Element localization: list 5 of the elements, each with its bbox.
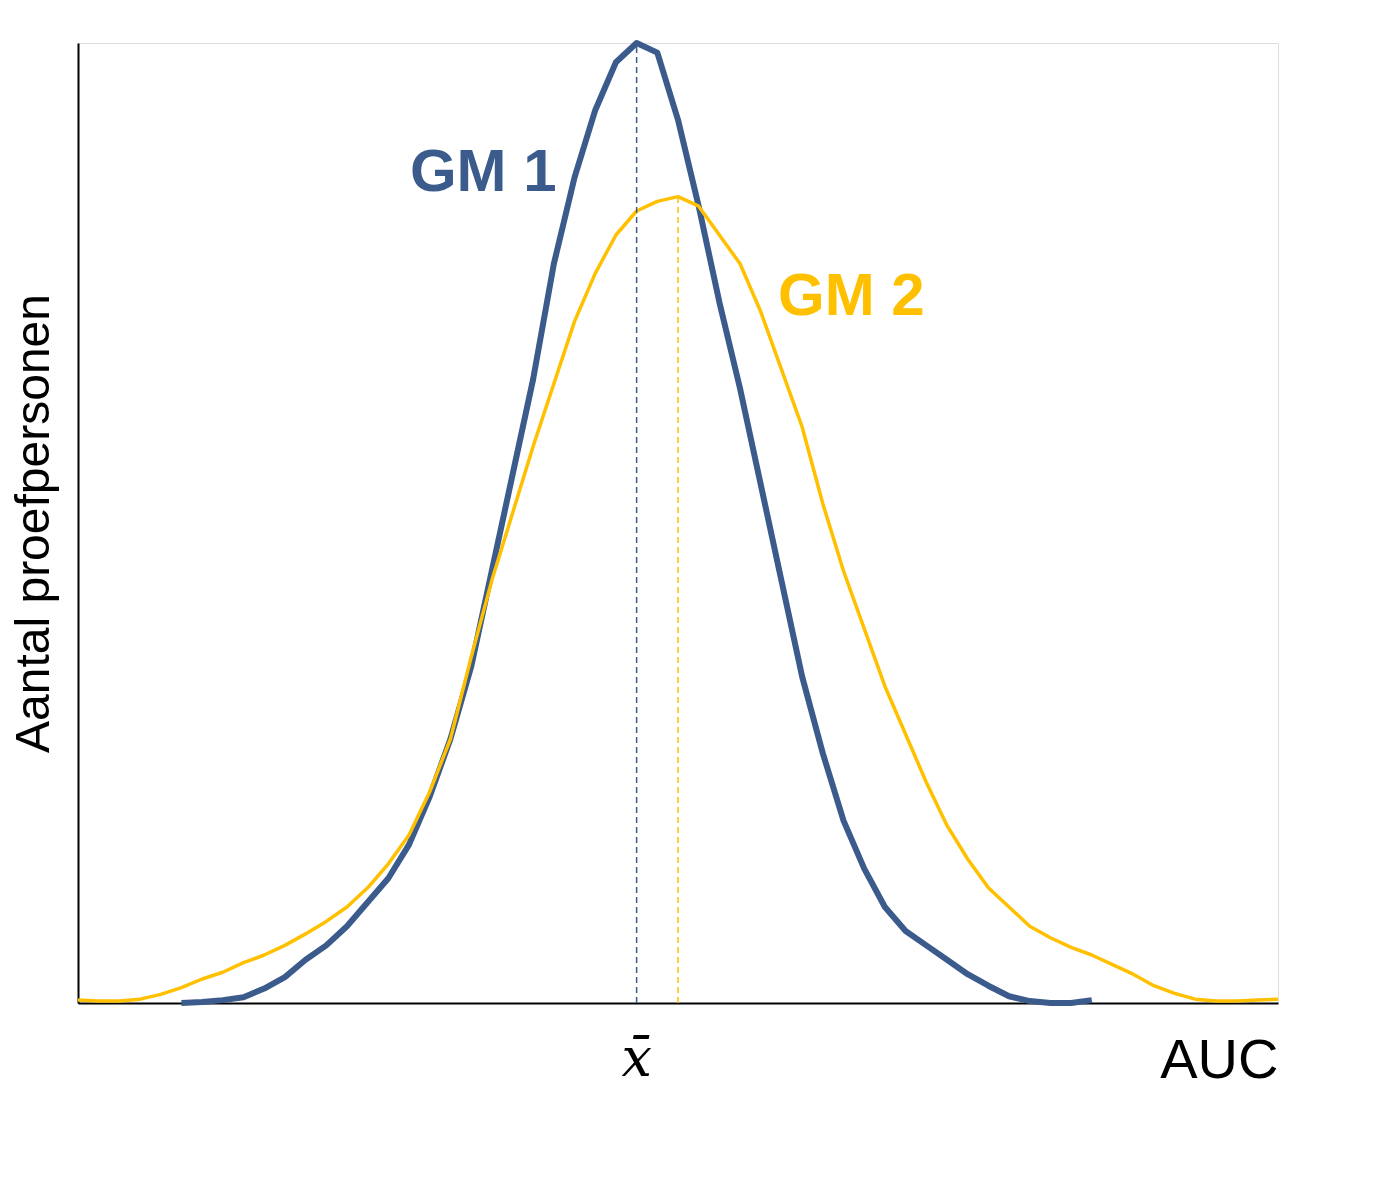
series-label: GM 2 — [778, 260, 925, 328]
series-label: GM 1 — [409, 137, 557, 204]
y-axis-title: Aantal proefpersonen — [5, 294, 59, 753]
x-axis-title: AUC — [1160, 1026, 1279, 1090]
text: x̄ — [621, 1026, 652, 1089]
